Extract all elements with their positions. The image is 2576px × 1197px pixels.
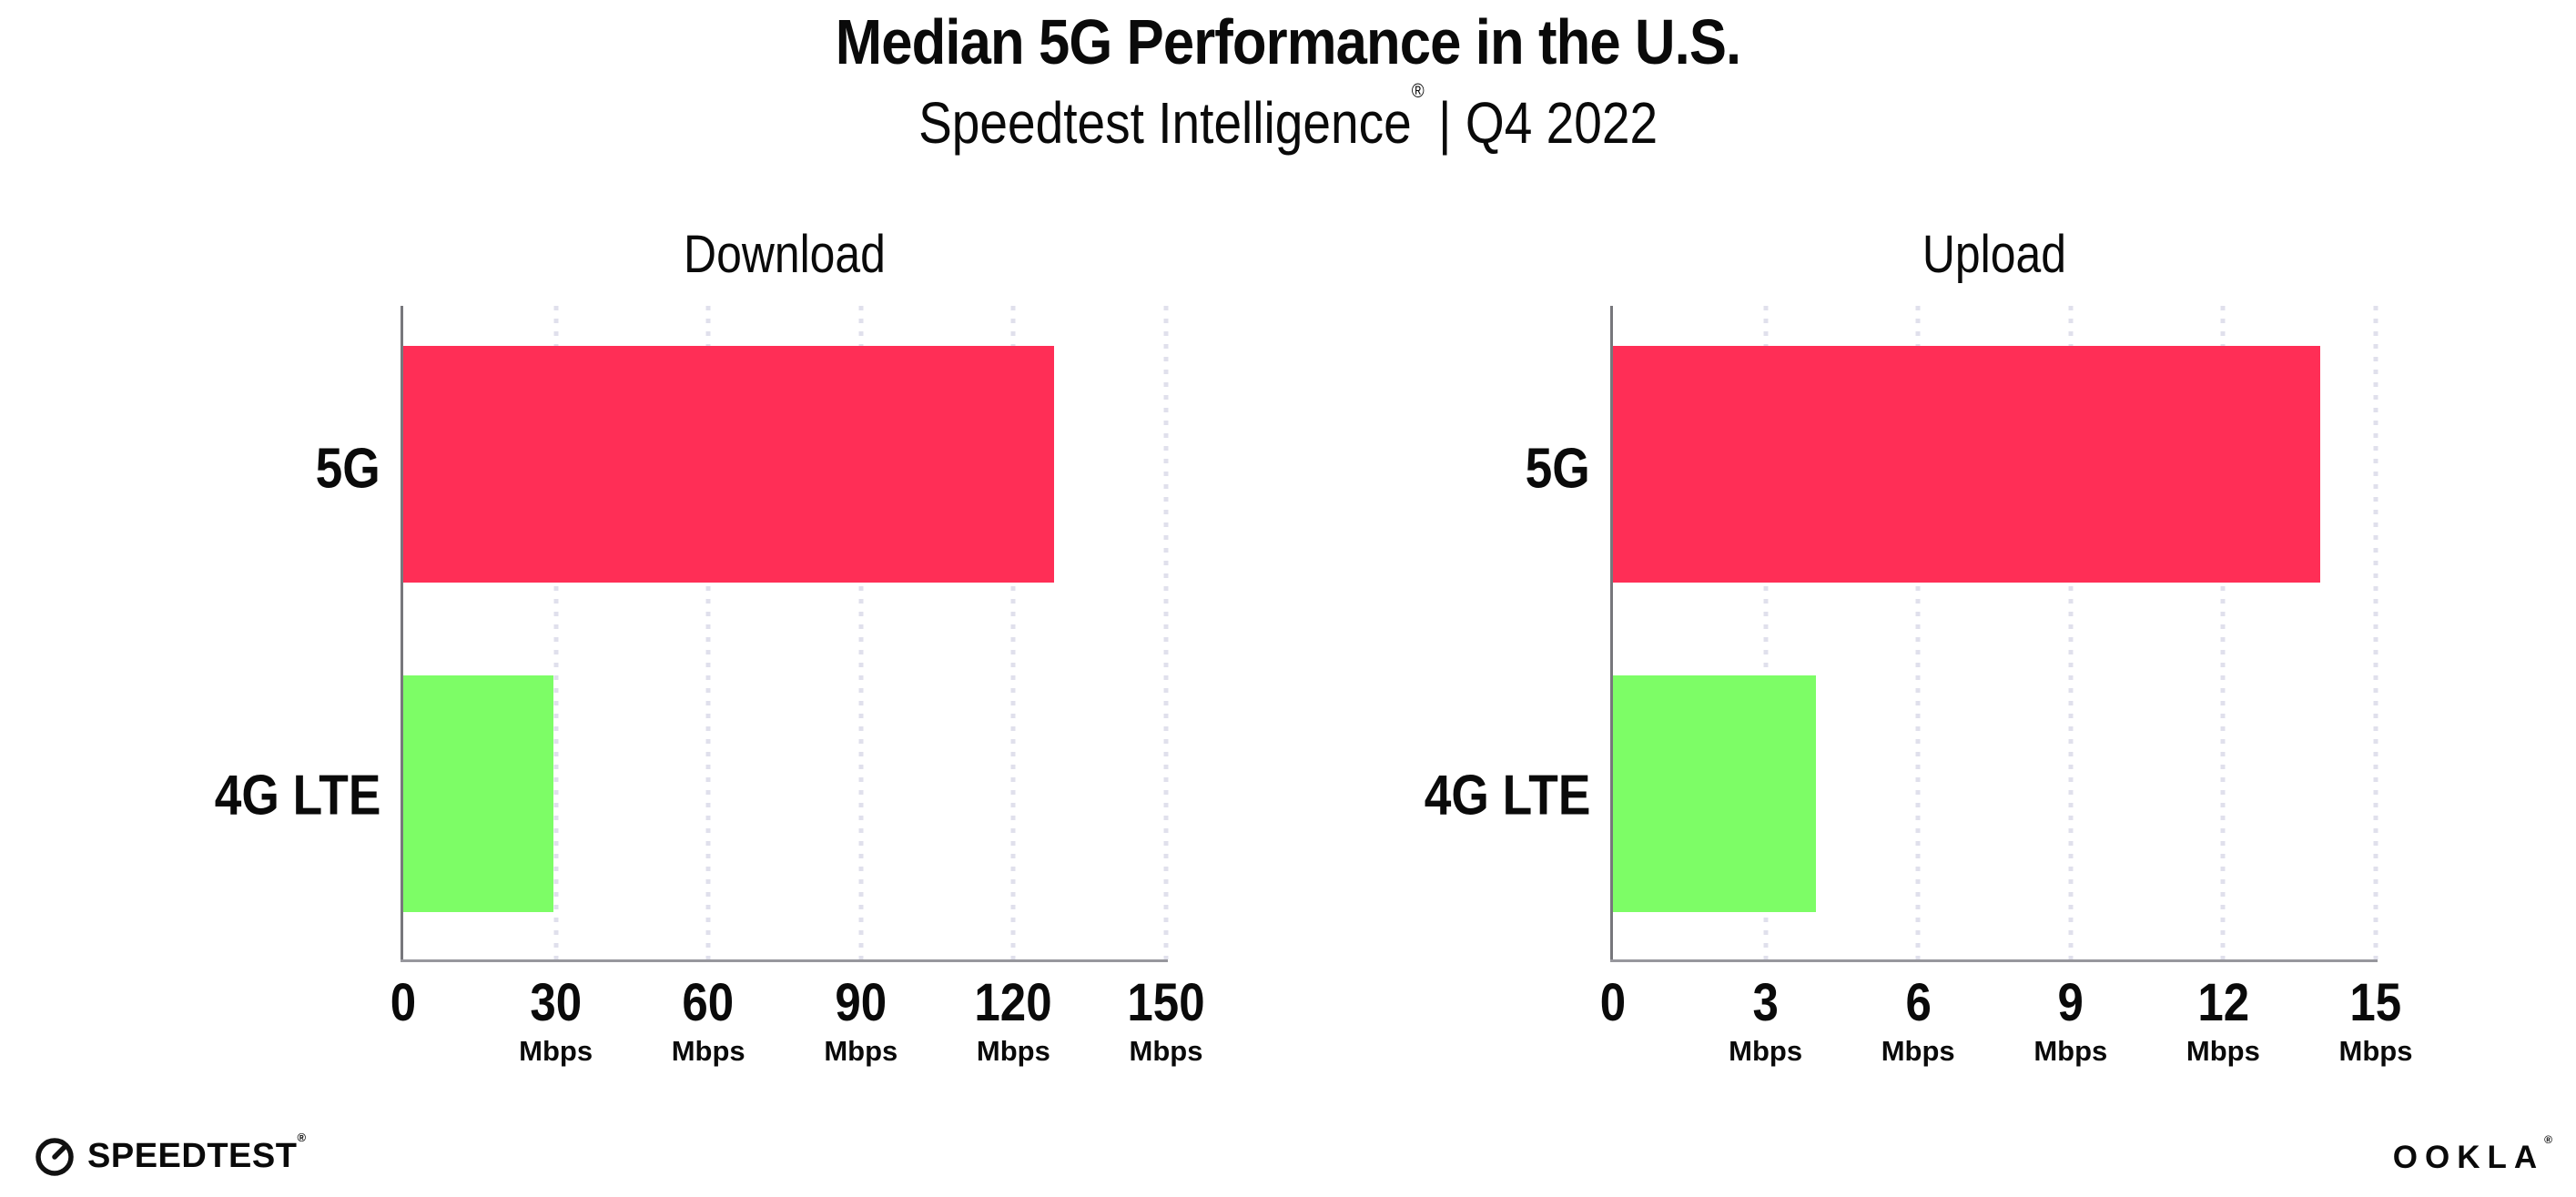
tick-value-label: 12 — [2196, 973, 2249, 1032]
download-chart-title: Download — [684, 225, 886, 284]
tick-unit-label: Mbps — [519, 1034, 593, 1067]
x-tick-150: 150 Mbps — [1122, 973, 1211, 1068]
download-category-labels: 5G 4G LTE — [0, 306, 380, 959]
upload-plot-area — [1610, 306, 2378, 962]
gridline-120 — [1010, 306, 1016, 959]
speedtest-gauge-icon — [35, 1138, 74, 1176]
bar-5g-download — [403, 346, 1055, 583]
gridline-3 — [1763, 306, 1769, 959]
gridline-9 — [2068, 306, 2074, 959]
tick-value-label: 6 — [1904, 973, 1932, 1032]
subtitle-product: Speedtest Intelligence — [918, 90, 1412, 156]
row-label-5g: 5G — [315, 437, 380, 501]
row-label-4g-lte: 4G LTE — [1424, 764, 1590, 827]
ookla-wordmark: OOKLA — [2392, 1140, 2545, 1175]
subtitle-divider: | — [1438, 90, 1452, 156]
tick-value-label: 120 — [974, 973, 1052, 1032]
ookla-logo: OOKLA® — [2392, 1133, 2552, 1176]
speedtest-wordmark: SPEEDTEST® — [87, 1130, 307, 1175]
x-tick-0: 0 — [1598, 973, 1628, 1068]
tick-value-label: 30 — [530, 973, 582, 1032]
registered-mark: ® — [2544, 1133, 2552, 1147]
tick-value-label: 9 — [2057, 973, 2084, 1032]
page-title: Median 5G Performance in the U.S. — [835, 6, 1741, 77]
tick-value-label: 0 — [390, 973, 417, 1032]
tick-value-label: 150 — [1127, 973, 1205, 1032]
page-subtitle: Speedtest Intelligence® | Q4 2022 — [0, 79, 2576, 157]
upload-chart-title: Upload — [1922, 225, 2067, 284]
tick-unit-label: Mbps — [1881, 1034, 1955, 1067]
x-tick-0: 0 — [389, 973, 418, 1068]
bar-4g-lte-download — [403, 675, 553, 912]
download-plot-area — [401, 306, 1169, 962]
x-tick-90: 90 Mbps — [824, 973, 898, 1068]
x-tick-15: 15 Mbps — [2338, 973, 2413, 1068]
bar-4g-lte-upload — [1613, 675, 1817, 912]
subtitle-period: Q4 2022 — [1465, 90, 1658, 156]
tick-unit-label: Mbps — [671, 1034, 745, 1067]
upload-category-labels: 5G 4G LTE — [1210, 306, 1590, 959]
gridline-90 — [858, 306, 864, 959]
tick-unit-label: Mbps — [1729, 1034, 1803, 1067]
tick-unit-label — [389, 1035, 418, 1068]
speedtest-logo: SPEEDTEST® — [33, 1130, 307, 1178]
registered-mark: ® — [297, 1130, 307, 1144]
tick-value-label: 0 — [1599, 973, 1627, 1032]
registered-mark: ® — [1411, 78, 1425, 102]
gridline-150 — [1163, 306, 1169, 959]
gridline-30 — [553, 306, 559, 959]
tick-unit-label: Mbps — [976, 1034, 1050, 1067]
bar-5g-upload — [1613, 346, 2320, 583]
gridline-6 — [1915, 306, 1921, 959]
gridline-15 — [2373, 306, 2378, 959]
tick-value-label: 90 — [835, 973, 887, 1032]
x-tick-120: 120 Mbps — [969, 973, 1058, 1068]
tick-unit-label: Mbps — [824, 1034, 898, 1067]
tick-unit-label: Mbps — [1129, 1034, 1203, 1067]
x-tick-30: 30 Mbps — [519, 973, 593, 1068]
tick-value-label: 60 — [682, 973, 735, 1032]
x-tick-9: 9 Mbps — [2033, 973, 2108, 1068]
gridline-12 — [2220, 306, 2226, 959]
tick-unit-label: Mbps — [2338, 1034, 2413, 1067]
row-label-4g-lte: 4G LTE — [214, 764, 380, 827]
download-x-axis: 0 30 Mbps 60 Mbps 90 Mbps 120 Mbps 150 Mbps — [390, 973, 1205, 1121]
x-tick-3: 3 Mbps — [1729, 973, 1803, 1068]
tick-value-label: 3 — [1752, 973, 1779, 1032]
x-tick-60: 60 Mbps — [671, 973, 745, 1068]
gridline-60 — [705, 306, 711, 959]
tick-unit-label: Mbps — [2186, 1034, 2260, 1067]
row-label-5g: 5G — [1525, 437, 1590, 501]
tick-unit-label — [1598, 1035, 1628, 1068]
tick-value-label: 15 — [2349, 973, 2402, 1032]
x-tick-12: 12 Mbps — [2186, 973, 2260, 1068]
x-tick-6: 6 Mbps — [1881, 973, 1955, 1068]
upload-x-axis: 0 3 Mbps 6 Mbps 9 Mbps 12 Mbps 15 Mbps — [1600, 973, 2413, 1121]
tick-unit-label: Mbps — [2033, 1034, 2108, 1067]
